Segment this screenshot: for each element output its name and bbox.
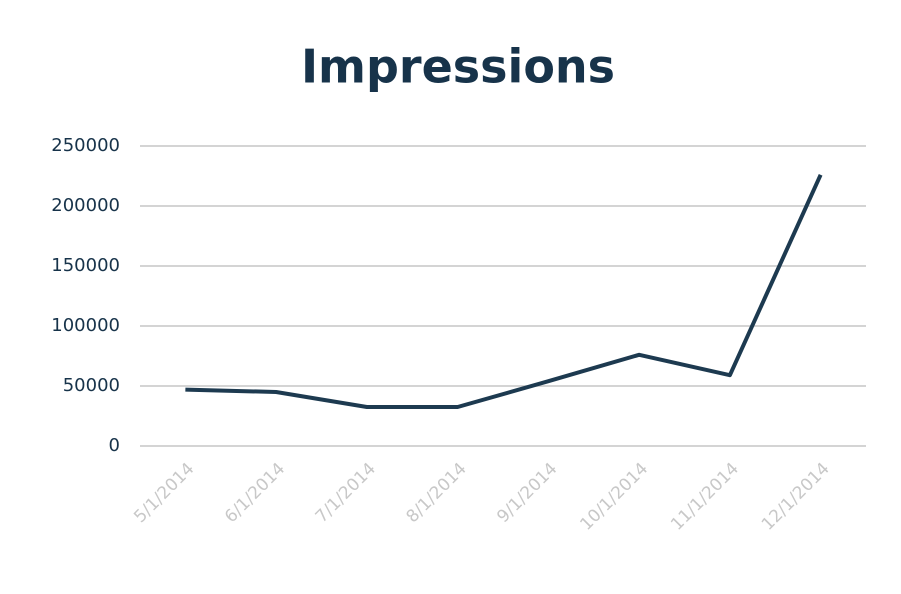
data-line (185, 173, 823, 409)
y-tick-label: 150000 (51, 255, 120, 276)
x-tick-label: 5/1/2014 (130, 459, 198, 527)
x-tick-label: 9/1/2014 (493, 459, 561, 527)
x-tick-label: 6/1/2014 (221, 459, 289, 527)
y-tick-label: 50000 (63, 375, 120, 396)
x-tick-label: 12/1/2014 (758, 459, 834, 535)
x-tick-label: 11/1/2014 (667, 459, 743, 535)
y-tick-label: 0 (109, 435, 120, 456)
y-tick-label: 200000 (51, 195, 120, 216)
y-tick-label: 250000 (51, 135, 120, 156)
chart-title: Impressions (301, 40, 615, 94)
x-tick-label: 10/1/2014 (576, 459, 652, 535)
y-tick-label: 100000 (51, 315, 120, 336)
x-tick-label: 7/1/2014 (312, 459, 380, 527)
x-tick-label: 8/1/2014 (403, 459, 471, 527)
